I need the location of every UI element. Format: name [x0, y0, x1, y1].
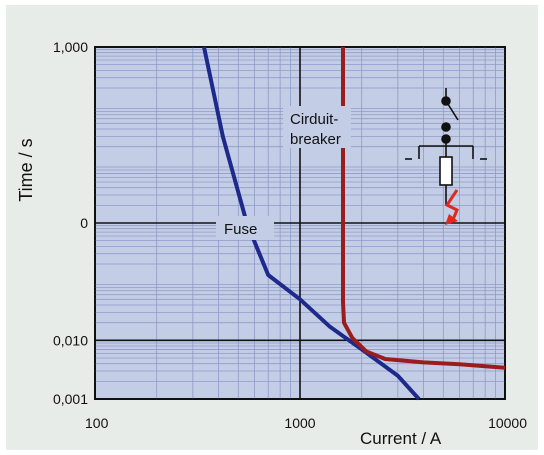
y-axis-ticks: 1,000 0 0,010 0,001: [53, 39, 88, 407]
y-tick-label: 0,001: [53, 391, 88, 407]
series-line-circuit-breaker: [341, 47, 506, 370]
x-tick-label: 100: [85, 415, 109, 431]
y-tick-label: 0: [80, 215, 88, 231]
fault-arrow-icon: [444, 189, 459, 225]
x-tick-label: 1000: [284, 415, 315, 431]
annotation-background: [216, 216, 274, 240]
x-tick-label: 10000: [488, 415, 527, 431]
y-tick-label: 1,000: [53, 39, 88, 55]
circuit-breaker-symbol-icon: [405, 88, 487, 205]
major-grid: [94, 46, 506, 400]
y-axis-label: Time / s: [16, 138, 36, 201]
x-axis-ticks: 100 1000 10000: [85, 415, 527, 431]
y-tick-label: 0,010: [53, 332, 88, 348]
annotation-label-circuit-breaker: breaker: [290, 131, 341, 148]
series-layer: [202, 46, 506, 401]
annotation-label-circuit-breaker: Cirduit-: [290, 111, 338, 128]
series-line-fuse: [202, 46, 421, 401]
annotation-background: [283, 106, 351, 148]
x-axis-label: Current / A: [360, 429, 442, 448]
annotations: Cirduit-breaker Fuse: [224, 111, 341, 238]
label-backgrounds: [216, 106, 351, 240]
annotation-label-fuse: Fuse: [224, 221, 257, 238]
